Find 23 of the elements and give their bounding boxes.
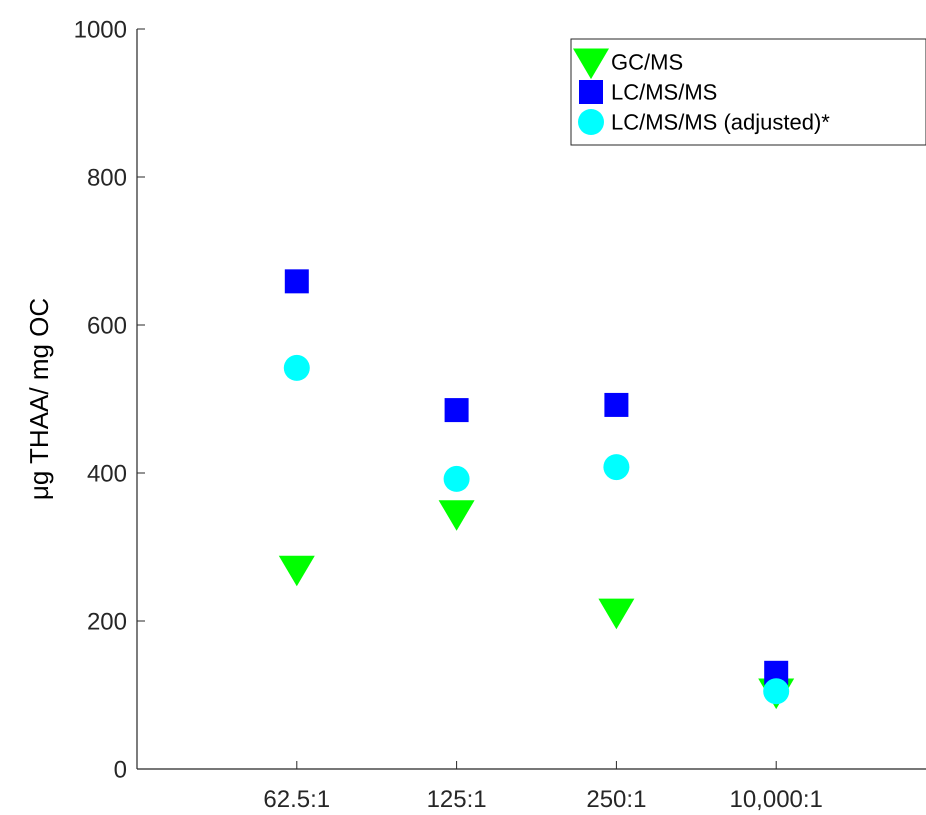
x-tick-label: 62.5:1 [263, 786, 330, 813]
x-tick-label: 125:1 [426, 786, 487, 813]
y-tick-label: 0 [114, 756, 127, 784]
point [284, 354, 310, 381]
point [604, 392, 628, 417]
x-tick-label: 10,000:1 [729, 786, 823, 813]
y-tick-label: 800 [86, 164, 127, 192]
y-tick-label: 600 [86, 312, 127, 340]
point [284, 269, 309, 294]
point [278, 556, 315, 586]
point [598, 598, 634, 630]
legend-label: LC/MS/MS (adjusted)* [611, 110, 830, 135]
point [444, 398, 469, 422]
legend-label: LC/MS/MS [611, 80, 718, 105]
point [444, 466, 470, 492]
point [603, 454, 630, 480]
y-axis-title: μg THAA/ mg OC [24, 298, 54, 500]
y-tick-label: 400 [86, 460, 127, 488]
x-tick-label: 250:1 [586, 786, 646, 813]
y-tick-label: 1000 [74, 16, 127, 44]
y-tick-label: 200 [86, 608, 127, 636]
legend-label: GC/MS [611, 50, 684, 75]
point [438, 500, 475, 531]
